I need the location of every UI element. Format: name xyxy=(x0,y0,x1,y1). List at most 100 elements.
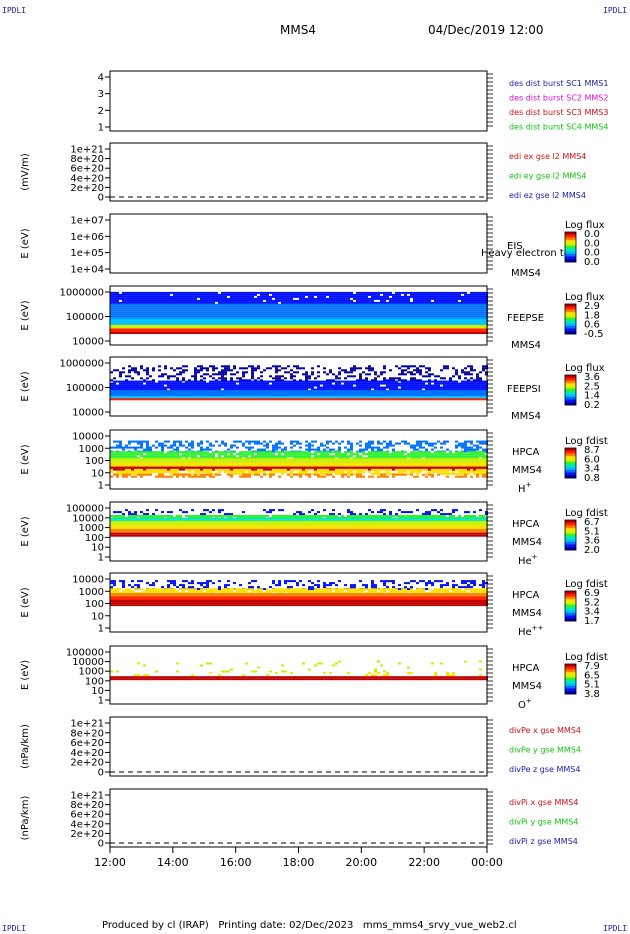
heatmap-cell xyxy=(143,311,146,314)
heatmap-cell xyxy=(389,309,392,312)
heatmap-cell xyxy=(416,394,419,396)
heatmap-cell xyxy=(323,311,326,314)
heatmap-cell xyxy=(311,313,314,316)
heatmap-cell xyxy=(182,301,185,304)
heatmap-cell xyxy=(260,394,263,396)
heatmap-cell xyxy=(302,322,305,325)
heatmap-cell xyxy=(380,291,383,294)
heatmap-cell xyxy=(215,297,218,300)
heatmap-cell xyxy=(434,394,437,396)
heatmap-cell xyxy=(374,297,377,300)
heatmap-cell xyxy=(311,293,314,296)
heatmap-cell xyxy=(173,291,176,294)
heatmap-cell xyxy=(461,309,464,312)
heatmap-cell xyxy=(149,313,152,316)
colorbar-swatch xyxy=(565,388,576,392)
heatmap-cell xyxy=(209,309,212,312)
heatmap-cell xyxy=(401,315,404,318)
heatmap-cell xyxy=(113,303,116,306)
heatmap-cell xyxy=(311,320,314,323)
heatmap-cell xyxy=(191,307,194,310)
heatmap-cell xyxy=(131,326,134,329)
heatmap-cell xyxy=(206,384,209,387)
heatmap-cell xyxy=(293,440,296,443)
heatmap-cell xyxy=(482,320,485,323)
heatmap-cell xyxy=(470,392,473,394)
heatmap-cell xyxy=(266,398,269,401)
heatmap-cell xyxy=(419,394,422,396)
heatmap-cell xyxy=(383,390,386,392)
heatmap-cell xyxy=(434,313,437,316)
heatmap-cell xyxy=(242,315,245,318)
heatmap-cell xyxy=(167,324,170,327)
heatmap-cell xyxy=(290,395,293,398)
heatmap-cell xyxy=(455,301,458,304)
heatmap-cell xyxy=(476,394,479,396)
heatmap-cell xyxy=(284,328,287,331)
heatmap-cell xyxy=(302,291,305,294)
heatmap-cell xyxy=(158,390,161,392)
heatmap-cell xyxy=(416,328,419,331)
heatmap-cell xyxy=(356,442,359,445)
heatmap-cell xyxy=(374,305,377,308)
heatmap-cell xyxy=(290,315,293,318)
heatmap-cell xyxy=(431,380,434,383)
heatmap-cell xyxy=(221,315,224,318)
heatmap-cell xyxy=(368,388,371,391)
heatmap-cell xyxy=(404,384,407,387)
heatmap-cell xyxy=(200,299,203,302)
heatmap-cell xyxy=(116,291,119,294)
heatmap-cell xyxy=(371,328,374,331)
heatmap-cell xyxy=(296,390,299,392)
heatmap-cell xyxy=(167,322,170,325)
heatmap-cell xyxy=(188,315,191,318)
heatmap-cell xyxy=(260,301,263,304)
heatmap-cell xyxy=(479,332,482,334)
heatmap-cell xyxy=(380,392,383,394)
heatmap-cell xyxy=(332,318,335,321)
heatmap-cell xyxy=(338,305,341,308)
heatmap-cell xyxy=(131,311,134,314)
heatmap-cell xyxy=(425,324,428,327)
heatmap-cell xyxy=(470,295,473,298)
heatmap-cell xyxy=(146,442,149,445)
heatmap-cell xyxy=(227,398,230,401)
heatmap-cell xyxy=(455,297,458,300)
heatmap-cell xyxy=(263,382,266,385)
heatmap-cell xyxy=(131,313,134,316)
heatmap-cell xyxy=(377,392,380,394)
heatmap-cell xyxy=(281,305,284,308)
heatmap-cell xyxy=(428,373,431,376)
heatmap-cell xyxy=(461,295,464,298)
heatmap-cell xyxy=(434,386,437,389)
heatmap-cell xyxy=(257,332,260,334)
heatmap-cell xyxy=(395,386,398,389)
heatmap-cell xyxy=(191,315,194,318)
heatmap-cell xyxy=(317,371,320,374)
heatmap-cell xyxy=(416,301,419,304)
heatmap-cell xyxy=(482,328,485,331)
heatmap-cell xyxy=(476,318,479,321)
heatmap-cell xyxy=(422,384,425,387)
heatmap-cell xyxy=(218,326,221,329)
heatmap-cell xyxy=(275,380,278,383)
heatmap-cell xyxy=(443,315,446,318)
heatmap-cell xyxy=(428,395,431,398)
heatmap-cell xyxy=(401,371,404,374)
heatmap-cell xyxy=(428,322,431,325)
heatmap-cell xyxy=(410,318,413,321)
heatmap-cell xyxy=(272,313,275,316)
heatmap-cell xyxy=(347,380,350,383)
colorbar-swatch xyxy=(565,259,576,263)
heatmap-cell xyxy=(278,375,281,378)
heatmap-cell xyxy=(278,392,281,394)
heatmap-cell xyxy=(440,394,443,396)
heatmap-cell xyxy=(149,320,152,323)
heatmap-cell xyxy=(401,328,404,331)
heatmap-cell xyxy=(116,295,119,298)
heatmap-cell xyxy=(347,293,350,296)
heatmap-cell xyxy=(296,320,299,323)
heatmap-cell xyxy=(173,440,176,443)
heatmap-cell xyxy=(251,293,254,296)
heatmap-cell xyxy=(188,328,191,331)
